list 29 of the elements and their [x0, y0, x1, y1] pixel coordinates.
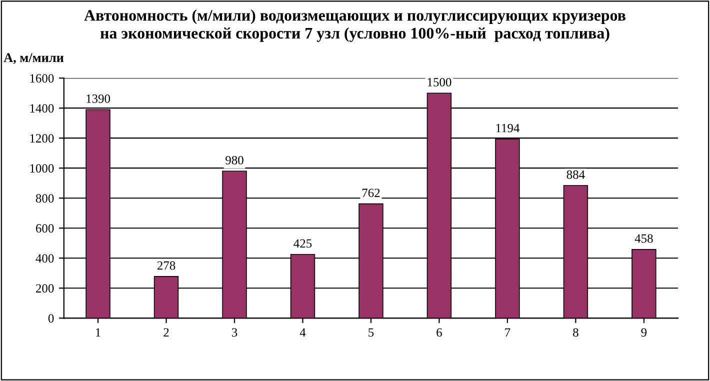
data-label: 1390 [86, 94, 110, 103]
y-tick-label: 1400 [30, 104, 54, 113]
x-tick-label: 3 [232, 328, 238, 337]
y-tick-label: 1200 [30, 134, 54, 143]
x-tick-label: 9 [641, 328, 647, 337]
data-label: 1194 [496, 124, 520, 132]
data-label: 278 [157, 261, 176, 270]
x-tick-label: 6 [436, 328, 442, 337]
y-tick-label: 0 [48, 314, 54, 323]
y-axis-title: А, м/мили [4, 53, 64, 64]
data-label: 425 [294, 239, 312, 248]
y-tick-label: 1000 [30, 164, 54, 173]
y-tick-label: 200 [36, 284, 54, 293]
y-tick-label: 400 [36, 254, 54, 263]
x-tick-label: 7 [505, 328, 510, 337]
x-tick-label: 2 [164, 328, 169, 337]
data-label: 458 [634, 234, 653, 243]
x-tick-label: 8 [573, 328, 578, 337]
data-label: 762 [362, 188, 380, 198]
x-tick-label: 4 [300, 328, 306, 337]
y-tick-label: 600 [36, 224, 54, 233]
x-tick-label: 5 [368, 328, 374, 337]
y-tick-label: 1600 [30, 74, 54, 83]
data-label: 980 [226, 156, 244, 164]
chart-title: Автономность (м/мили) водоизмещающих и полуглиссирующих круизеров на экономической скорости 7 узл (условно 100%-ный расход топлива) [84, 10, 626, 42]
x-tick-label: 1 [96, 328, 100, 337]
data-label: 1500 [428, 78, 452, 86]
y-tick-label: 800 [36, 194, 54, 203]
data-label: 884 [566, 170, 585, 179]
